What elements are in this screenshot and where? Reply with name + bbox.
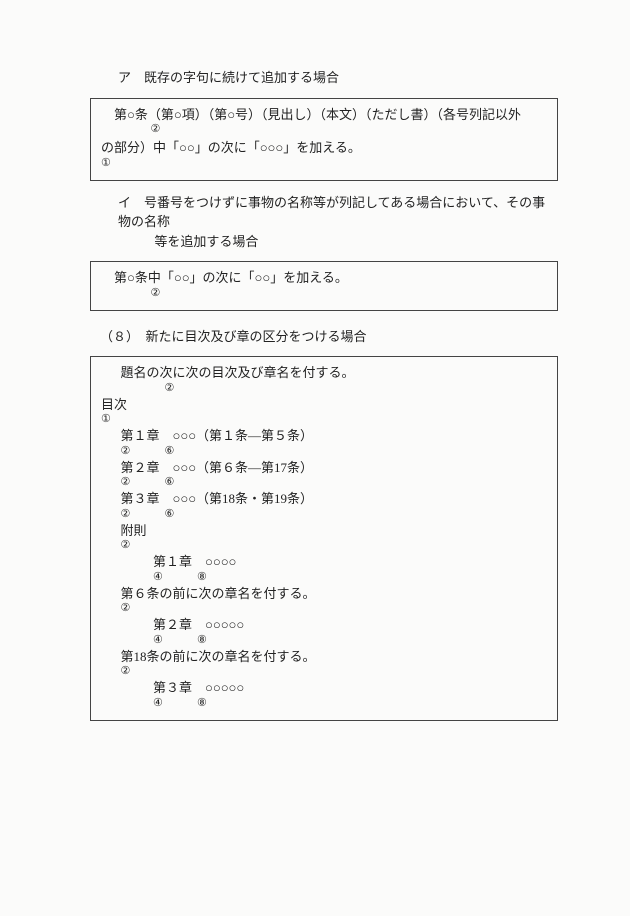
heading-i: イ 号番号をつけずに事物の名称等が列記してある場合において、その事物の名称 等を… (118, 193, 558, 252)
box3-row-text: 第１章 ○○○（第１条―第５条） (121, 426, 548, 446)
annotation-mark: ② (151, 288, 161, 299)
annotation-mark: ⑧ (197, 635, 207, 646)
rule-box-2: 第○条中「○○」の次に「○○」を加える。 ② (90, 261, 558, 311)
box2-row1: 第○条中「○○」の次に「○○」を加える。 ② (101, 268, 547, 302)
annotation-mark: ② (121, 666, 131, 677)
box3-row: 目次① (101, 395, 547, 429)
heading-i-line2: 等を追加する場合 (154, 232, 550, 252)
box3-row: 第２章 ○○○○○④ ⑧ (153, 615, 547, 649)
box3-row: 附則② (121, 521, 548, 555)
box1-ann2: ① (101, 158, 547, 172)
box2-ann1: ② (101, 288, 547, 302)
box3-row-text: 第３章 ○○○○○ (153, 678, 547, 698)
box1-row2: の部分）中「○○」の次に「○○○」を加える。 ① (101, 138, 547, 172)
annotation-mark: ② (121, 446, 131, 457)
box1-ann1: ② (101, 124, 547, 138)
annotation-mark: ② (121, 509, 131, 520)
annotation-mark: ⑥ (165, 446, 175, 457)
annotation-mark: ④ (153, 635, 163, 646)
box3-row: 第３章 ○○○（第18条・第19条）② ⑥ (121, 489, 548, 523)
page: ア 既存の字句に続けて追加する場合 第○条（第○項）（第○号）（見出し）（本文）… (0, 0, 630, 721)
box3-row-text: 附則 (121, 521, 548, 541)
annotation-mark: ① (101, 414, 111, 425)
annotation-mark: ② (121, 603, 131, 614)
box3-row-text: 第６条の前に次の章名を付する。 (121, 584, 548, 604)
box2-line1: 第○条中「○○」の次に「○○」を加える。 (101, 268, 547, 288)
box3-row-ann: ④⑧ (153, 698, 547, 712)
heading-i-line1: イ 号番号をつけずに事物の名称等が列記してある場合において、その事物の名称 (118, 193, 550, 232)
annotation-mark: ⑧ (197, 572, 207, 583)
box3-row: 第１章 ○○○（第１条―第５条）② ⑥ (121, 426, 548, 460)
box3-row-text: 第１章 ○○○○ (153, 552, 547, 572)
box1-line1: 第○条（第○項）（第○号）（見出し）（本文）（ただし書）（各号列記以外 (101, 105, 547, 125)
box3-row: 題名の次に次の目次及び章名を付する。② (121, 363, 548, 397)
box3-row-text: 第２章 ○○○○○ (153, 615, 547, 635)
box3-row: 第３章 ○○○○○④⑧ (153, 678, 547, 712)
box3-row-text: 目次 (101, 395, 547, 415)
annotation-mark: ⑥ (165, 509, 175, 520)
box1-line2: の部分）中「○○」の次に「○○○」を加える。 (101, 138, 547, 158)
box3-row: 第18条の前に次の章名を付する。② (121, 647, 548, 681)
annotation-mark: ② (121, 540, 131, 551)
box3-row-text: 第３章 ○○○（第18条・第19条） (121, 489, 548, 509)
box3-row-text: 第２章 ○○○（第６条―第17条） (121, 458, 548, 478)
box3-row: 第１章 ○○○○④ ⑧ (153, 552, 547, 586)
annotation-mark: ② (121, 477, 131, 488)
rule-box-1: 第○条（第○項）（第○号）（見出し）（本文）（ただし書）（各号列記以外 ② の部… (90, 98, 558, 181)
heading-8: （８） 新たに目次及び章の区分をつける場合 (100, 327, 558, 347)
annotation-mark: ④ (153, 698, 163, 709)
annotation-mark: ② (165, 383, 175, 394)
box3-row: 第６条の前に次の章名を付する。② (121, 584, 548, 618)
heading-a: ア 既存の字句に続けて追加する場合 (118, 68, 558, 88)
box3-row-text: 題名の次に次の目次及び章名を付する。 (121, 363, 548, 383)
rule-box-3: 題名の次に次の目次及び章名を付する。②目次①第１章 ○○○（第１条―第５条）②⑥… (90, 356, 558, 721)
box1-row1: 第○条（第○項）（第○号）（見出し）（本文）（ただし書）（各号列記以外 ② (101, 105, 547, 139)
annotation-mark: ② (151, 124, 161, 135)
annotation-mark: ⑥ (165, 477, 175, 488)
annotation-mark: ⑧ (197, 698, 207, 709)
box3-row-text: 第18条の前に次の章名を付する。 (121, 647, 548, 667)
annotation-mark: ④ (153, 572, 163, 583)
annotation-mark: ① (101, 158, 111, 169)
box3-row: 第２章 ○○○（第６条―第17条）② ⑥ (121, 458, 548, 492)
